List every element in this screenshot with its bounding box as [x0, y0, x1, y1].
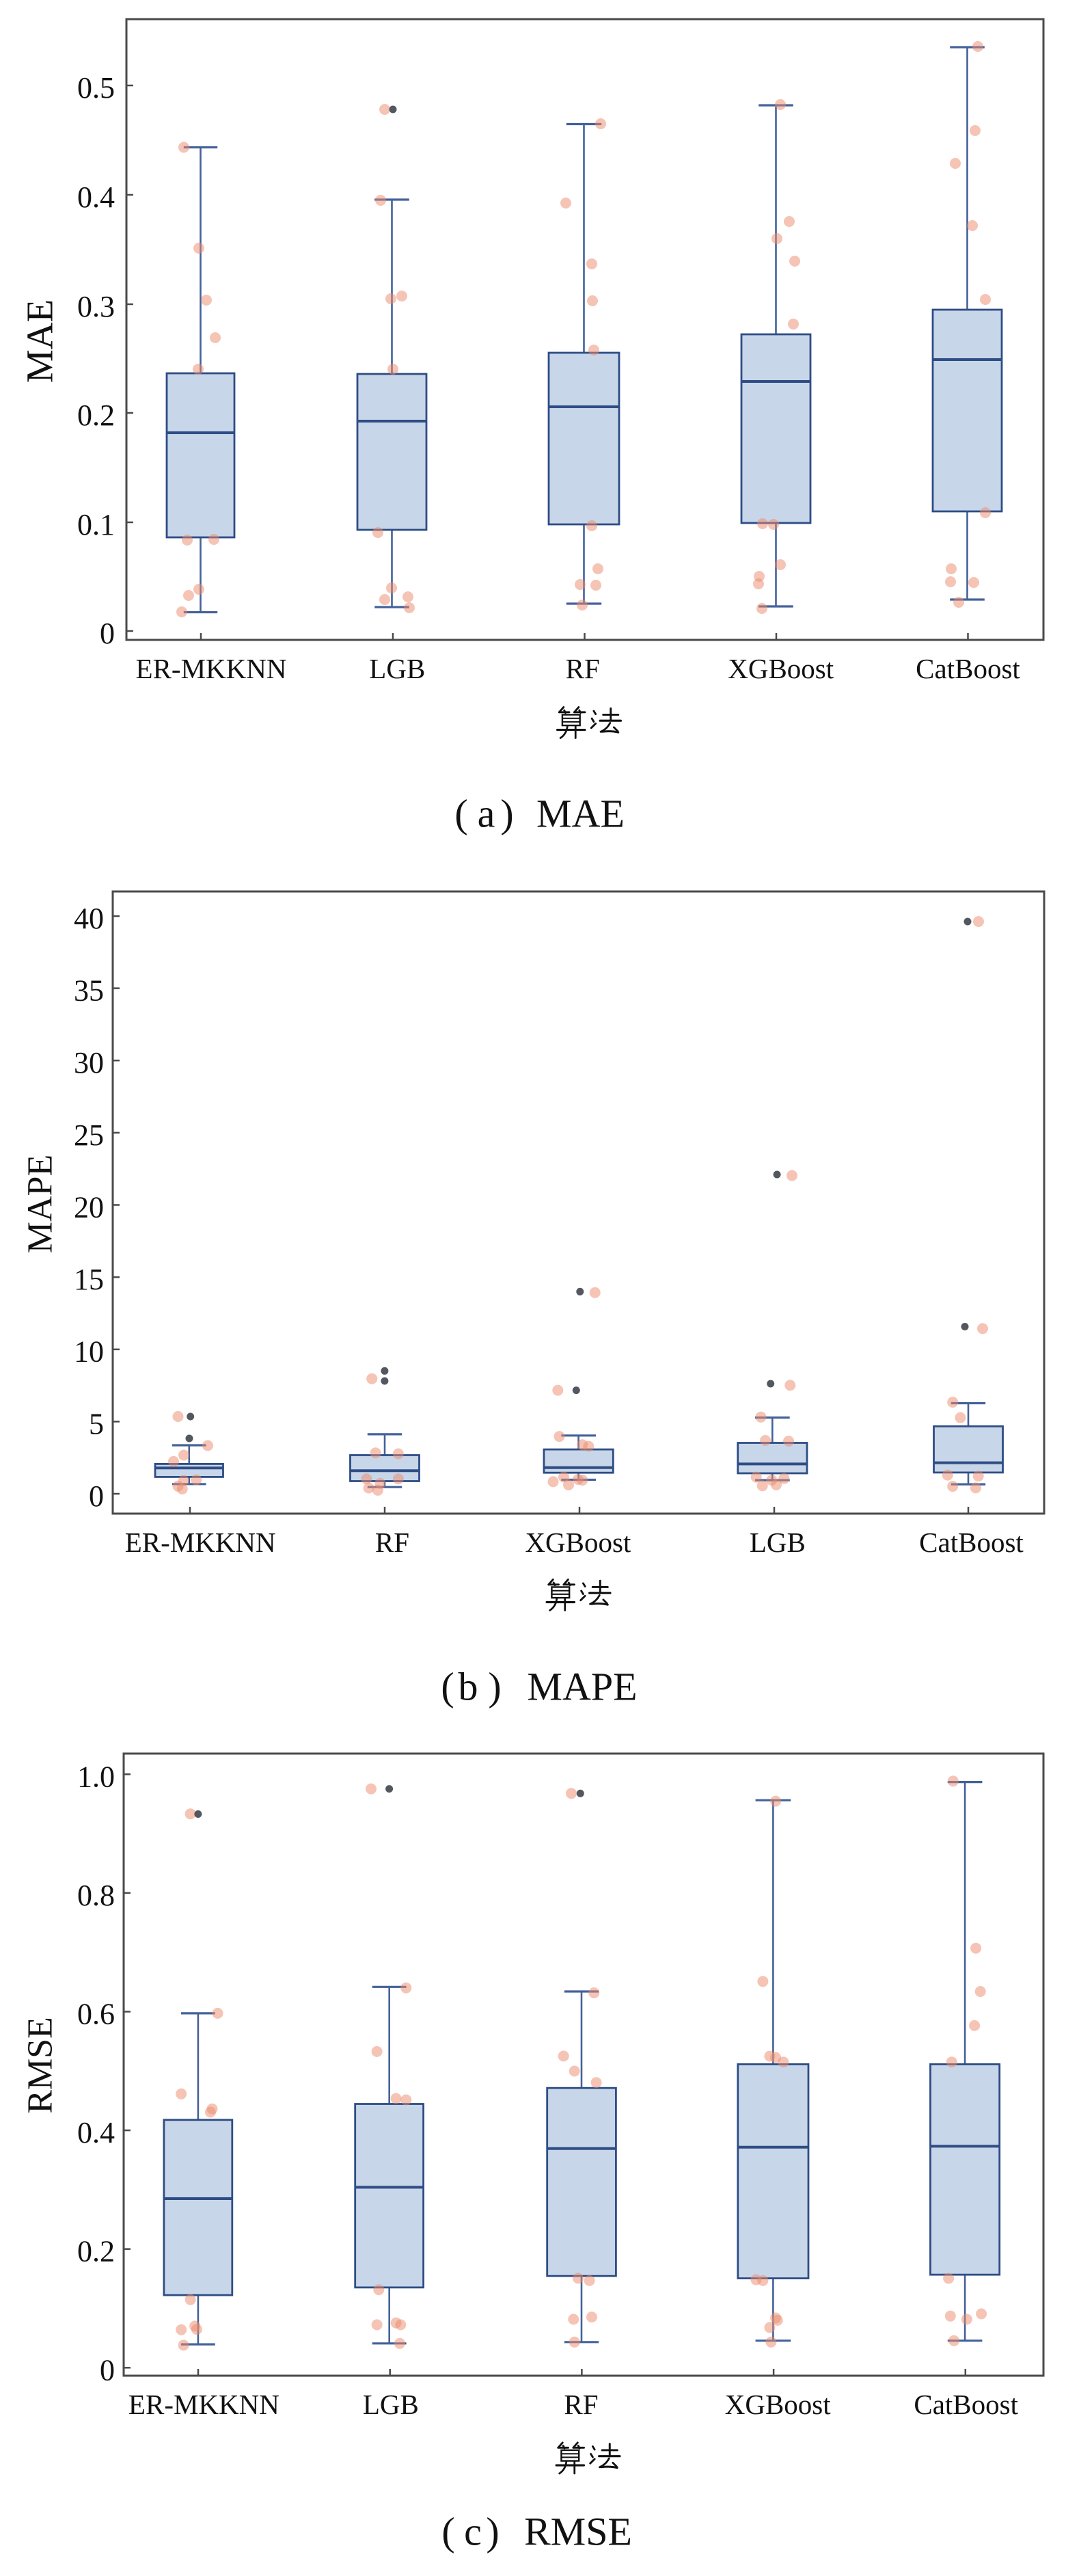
svg-text:MAE: MAE — [536, 792, 625, 836]
svg-text:0.3: 0.3 — [77, 290, 115, 323]
svg-text:MAPE: MAPE — [21, 1155, 60, 1253]
svg-text:LGB: LGB — [369, 653, 425, 684]
svg-text:XGBoost: XGBoost — [728, 653, 834, 684]
svg-text:1.0: 1.0 — [77, 1760, 115, 1793]
svg-text:LGB: LGB — [750, 1527, 806, 1558]
svg-text:CatBoost: CatBoost — [916, 653, 1020, 684]
svg-text:10: 10 — [74, 1335, 104, 1369]
svg-text:): ) — [500, 792, 513, 836]
svg-text:0.1: 0.1 — [77, 508, 115, 541]
svg-text:0: 0 — [100, 617, 115, 650]
svg-text:0.5: 0.5 — [77, 71, 115, 105]
svg-text:40: 40 — [74, 902, 104, 935]
svg-text:20: 20 — [74, 1191, 104, 1224]
svg-text:XGBoost: XGBoost — [525, 1527, 631, 1558]
svg-text:RF: RF — [564, 2389, 598, 2420]
svg-text:MAE: MAE — [19, 299, 61, 383]
svg-text:(: ( — [441, 1665, 454, 1709]
svg-text:CatBoost: CatBoost — [919, 1527, 1024, 1558]
svg-text:30: 30 — [74, 1046, 104, 1079]
svg-text:LGB: LGB — [363, 2389, 419, 2420]
svg-text:b: b — [459, 1665, 478, 1709]
svg-text:35: 35 — [74, 974, 104, 1008]
svg-text:0: 0 — [100, 2353, 115, 2387]
svg-text:(: ( — [441, 2510, 454, 2554]
svg-text:0.4: 0.4 — [77, 2116, 115, 2149]
svg-text:15: 15 — [74, 1263, 104, 1296]
svg-text:RMSE: RMSE — [21, 2017, 60, 2114]
svg-text:(: ( — [454, 792, 467, 836]
svg-text:a: a — [478, 792, 495, 836]
svg-text:ER-MKKNN: ER-MKKNN — [128, 2389, 279, 2420]
svg-text:RMSE: RMSE — [524, 2510, 632, 2554]
svg-text:): ) — [488, 1665, 501, 1709]
svg-text:RF: RF — [566, 653, 600, 684]
svg-text:0: 0 — [89, 1479, 104, 1513]
svg-text:RF: RF — [375, 1527, 409, 1558]
svg-text:25: 25 — [74, 1118, 104, 1152]
svg-text:ER-MKKNN: ER-MKKNN — [136, 653, 287, 684]
svg-text:5: 5 — [89, 1407, 104, 1440]
svg-text:): ) — [486, 2510, 499, 2554]
svg-text:0.8: 0.8 — [77, 1879, 115, 1912]
svg-text:MAPE: MAPE — [527, 1665, 637, 1709]
svg-text:0.4: 0.4 — [77, 180, 115, 214]
svg-text:XGBoost: XGBoost — [725, 2389, 832, 2420]
svg-text:0.6: 0.6 — [77, 1998, 115, 2031]
svg-text:ER-MKKNN: ER-MKKNN — [125, 1527, 276, 1558]
svg-text:0.2: 0.2 — [77, 399, 115, 432]
svg-text:CatBoost: CatBoost — [914, 2389, 1018, 2420]
svg-text:0.2: 0.2 — [77, 2235, 115, 2268]
svg-text:c: c — [464, 2510, 482, 2554]
